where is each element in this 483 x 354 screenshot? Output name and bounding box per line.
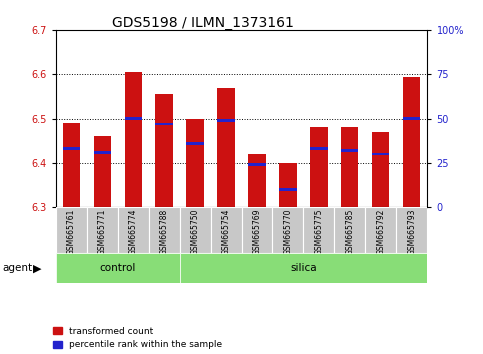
Bar [156,94,172,207]
Bar [125,117,142,120]
Bar [272,207,303,253]
Text: GSM665793: GSM665793 [408,209,416,255]
Text: control: control [99,263,136,273]
Text: GSM665750: GSM665750 [190,209,199,255]
Text: GSM665774: GSM665774 [128,209,138,255]
Bar [186,142,203,145]
Legend: transformed count, percentile rank within the sample: transformed count, percentile rank withi… [53,327,222,349]
Bar [186,119,203,207]
Text: GSM665788: GSM665788 [159,209,169,255]
Text: ▶: ▶ [33,263,42,273]
Bar [341,149,358,152]
Bar [62,123,80,207]
Bar [62,147,80,150]
Bar [372,153,389,155]
Bar [242,207,272,253]
Bar [217,119,235,122]
Text: GDS5198 / ILMN_1373161: GDS5198 / ILMN_1373161 [112,16,294,30]
Text: GSM665771: GSM665771 [98,209,107,255]
Bar [125,72,142,207]
Bar [248,163,266,166]
Bar [248,154,266,207]
Bar [280,188,297,191]
Text: agent: agent [2,263,32,273]
Bar [117,207,149,253]
Bar [56,253,180,283]
Text: silica: silica [290,263,317,273]
Bar [341,127,358,207]
Bar [311,147,327,150]
Bar [403,76,421,207]
Bar [372,132,389,207]
Bar [303,207,334,253]
Bar [280,163,297,207]
Bar [156,122,172,125]
Bar [94,151,111,154]
Text: GSM665785: GSM665785 [345,209,355,255]
Text: GSM665769: GSM665769 [253,209,261,255]
Text: GSM665775: GSM665775 [314,209,324,255]
Bar [397,207,427,253]
Bar [366,207,397,253]
Text: GSM665770: GSM665770 [284,209,293,255]
Text: GSM665761: GSM665761 [67,209,75,255]
Bar [403,117,421,120]
Bar [334,207,366,253]
Bar [311,127,327,207]
Bar [180,253,427,283]
Bar [86,207,117,253]
Bar [56,207,86,253]
Bar [94,136,111,207]
Bar [180,207,211,253]
Text: GSM665754: GSM665754 [222,209,230,255]
Bar [149,207,180,253]
Bar [217,88,235,207]
Text: GSM665792: GSM665792 [376,209,385,255]
Bar [211,207,242,253]
